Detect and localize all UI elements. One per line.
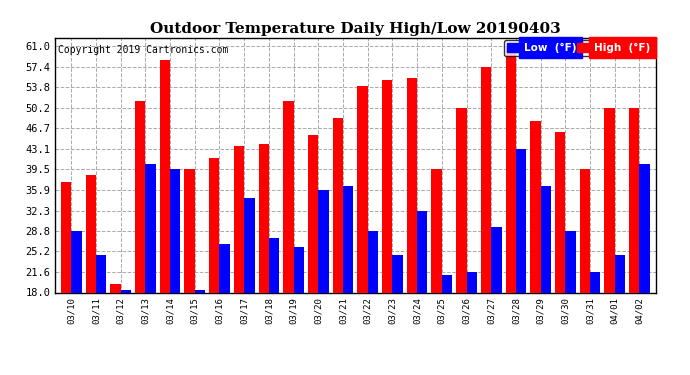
Bar	[135, 100, 146, 375]
Bar	[86, 175, 96, 375]
Bar	[110, 284, 121, 375]
Bar	[333, 118, 343, 375]
Bar	[491, 226, 502, 375]
Bar	[71, 231, 81, 375]
Bar	[61, 183, 71, 375]
Bar	[466, 273, 477, 375]
Bar	[393, 255, 403, 375]
Bar	[481, 67, 491, 375]
Bar	[604, 108, 615, 375]
Bar	[209, 158, 219, 375]
Bar	[615, 255, 625, 375]
Bar	[431, 169, 442, 375]
Bar	[629, 108, 640, 375]
Bar	[516, 148, 526, 375]
Bar	[259, 144, 269, 375]
Legend: Low  (°F), High  (°F): Low (°F), High (°F)	[504, 40, 653, 56]
Bar	[343, 186, 353, 375]
Bar	[318, 190, 328, 375]
Bar	[293, 247, 304, 375]
Bar	[121, 290, 131, 375]
Bar	[146, 164, 156, 375]
Bar	[555, 132, 565, 375]
Bar	[382, 81, 393, 375]
Text: Copyright 2019 Cartronics.com: Copyright 2019 Cartronics.com	[58, 45, 228, 55]
Bar	[357, 86, 368, 375]
Bar	[308, 135, 318, 375]
Bar	[417, 210, 428, 375]
Bar	[406, 78, 417, 375]
Bar	[640, 164, 650, 375]
Bar	[184, 169, 195, 375]
Bar	[456, 108, 466, 375]
Bar	[565, 231, 575, 375]
Bar	[159, 60, 170, 375]
Bar	[234, 146, 244, 375]
Bar	[219, 244, 230, 375]
Bar	[442, 275, 452, 375]
Bar	[269, 238, 279, 375]
Bar	[96, 255, 106, 375]
Bar	[283, 100, 293, 375]
Bar	[170, 169, 181, 375]
Bar	[580, 169, 590, 375]
Bar	[244, 198, 255, 375]
Title: Outdoor Temperature Daily High/Low 20190403: Outdoor Temperature Daily High/Low 20190…	[150, 22, 561, 36]
Bar	[541, 186, 551, 375]
Bar	[195, 290, 205, 375]
Bar	[530, 121, 541, 375]
Bar	[368, 231, 378, 375]
Bar	[506, 46, 516, 375]
Bar	[590, 273, 600, 375]
